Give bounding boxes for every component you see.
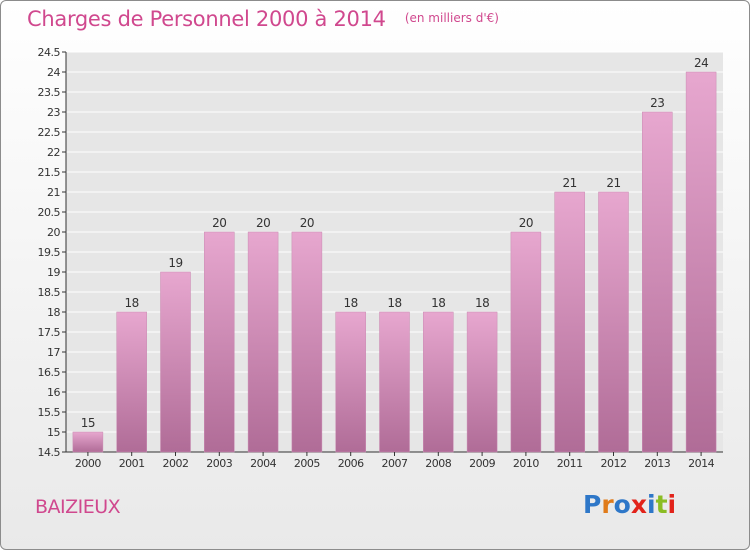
bar: [160, 271, 191, 453]
bar: [335, 311, 366, 453]
bar: [685, 71, 717, 453]
y-tick-label: 14.5: [38, 446, 61, 459]
y-tick-label: 23: [47, 106, 60, 119]
y-tick-label: 23.5: [38, 86, 61, 99]
bar-value-label: 20: [519, 216, 533, 230]
bar: [598, 191, 629, 453]
x-tick-label: 2014: [688, 457, 714, 470]
y-tick-label: 21.5: [38, 166, 61, 179]
chart-subtitle: (en milliers d'€): [404, 11, 499, 25]
bar-value-label: 24: [694, 56, 708, 70]
proxiti-logo[interactable]: Proxiti: [583, 490, 676, 519]
logo-letter: t: [655, 490, 668, 519]
bar-value-label: 19: [168, 256, 182, 270]
x-tick-label: 2008: [425, 457, 451, 470]
bar-value-label: 18: [475, 296, 489, 310]
y-tick-label: 24: [47, 66, 60, 79]
y-tick-label: 22: [47, 146, 60, 159]
bar: [466, 311, 498, 453]
commune-name: BAIZIEUX: [35, 496, 121, 518]
x-tick-label: 2013: [644, 457, 670, 470]
bar: [379, 311, 410, 453]
y-tick-label: 15: [47, 426, 60, 439]
bar: [642, 111, 673, 453]
x-tick-label: 2005: [294, 457, 320, 470]
x-tick-label: 2009: [469, 457, 495, 470]
bar-value-label: 21: [606, 176, 620, 190]
y-tick-label: 18.5: [38, 286, 61, 299]
y-tick-label: 15.5: [38, 406, 61, 419]
y-tick-label: 17: [47, 346, 60, 359]
bar-value-label: 15: [81, 416, 95, 430]
title-row: Charges de Personnel 2000 à 2014 (en mil…: [27, 7, 499, 31]
bar: [72, 431, 104, 453]
y-tick-label: 22.5: [38, 126, 61, 139]
logo-letter: i: [667, 490, 677, 519]
bar-value-label: 23: [650, 96, 664, 110]
x-tick-label: 2002: [163, 457, 189, 470]
y-tick-label: 17.5: [38, 326, 61, 339]
logo-letter: r: [601, 490, 614, 519]
bar-value-label: 18: [431, 296, 445, 310]
logo-letter: o: [613, 490, 631, 519]
y-tick-label: 20: [47, 226, 60, 239]
y-tick-label: 24.5: [38, 46, 61, 59]
x-tick-label: 2003: [206, 457, 232, 470]
x-tick-label: 2011: [557, 457, 583, 470]
y-tick-label: 18: [47, 306, 60, 319]
chart-title: Charges de Personnel 2000 à 2014: [27, 7, 386, 31]
y-tick-label: 16.5: [38, 366, 61, 379]
bar-value-label: 20: [256, 216, 270, 230]
bar: [247, 231, 279, 453]
x-tick-label: 2004: [250, 457, 276, 470]
x-tick-label: 2007: [382, 457, 408, 470]
y-tick-label: 19.5: [38, 246, 61, 259]
bar-value-label: 20: [212, 216, 226, 230]
bar-value-label: 21: [563, 176, 577, 190]
x-tick-label: 2010: [513, 457, 539, 470]
x-tick-label: 2006: [338, 457, 364, 470]
x-tick-label: 2001: [119, 457, 145, 470]
bar: [423, 311, 454, 453]
bar-value-label: 18: [125, 296, 139, 310]
bar-value-label: 20: [300, 216, 314, 230]
bar: [291, 231, 323, 453]
y-tick-label: 20.5: [38, 206, 61, 219]
logo-letter: i: [647, 490, 656, 519]
bar: [554, 191, 585, 453]
x-tick-label: 2012: [601, 457, 627, 470]
bar-value-label: 18: [344, 296, 358, 310]
logo-letter: x: [630, 490, 647, 519]
y-tick-label: 21: [47, 186, 60, 199]
y-tick-label: 16: [47, 386, 60, 399]
y-tick-label: 19: [47, 266, 60, 279]
bar-value-label: 18: [387, 296, 401, 310]
x-tick-label: 2000: [75, 457, 101, 470]
bar: [204, 231, 235, 453]
bar: [510, 231, 542, 453]
bar: [116, 311, 147, 453]
logo-letter: P: [583, 490, 602, 519]
